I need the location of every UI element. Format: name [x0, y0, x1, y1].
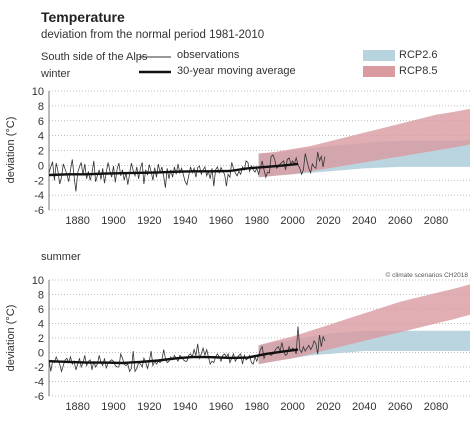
- x-tick-label: 1980: [245, 401, 269, 413]
- rcp85-band: [258, 108, 470, 178]
- x-tick-label: 2060: [388, 215, 412, 227]
- y-tick-label: 6: [38, 116, 44, 128]
- y-tick-label: 4: [38, 319, 44, 331]
- x-tick-label: 2020: [316, 401, 340, 413]
- y-tick-label: 6: [38, 304, 44, 316]
- y-tick-label: 2: [38, 333, 44, 345]
- y-axis-title: deviation (°C): [5, 117, 17, 184]
- legend-rcp85-swatch: [363, 66, 395, 77]
- x-tick-label: 1920: [137, 215, 161, 227]
- y-tick-label: 8: [38, 101, 44, 113]
- x-tick-label: 2060: [388, 401, 412, 413]
- winter-label: winter: [41, 68, 71, 80]
- x-tick-label: 1940: [173, 215, 197, 227]
- y-tick-label: -6: [34, 391, 44, 403]
- y-tick-label: -4: [34, 377, 44, 389]
- y-tick-label: 2: [38, 146, 44, 158]
- y-tick-label: -6: [34, 205, 44, 217]
- y-tick-label: 10: [32, 86, 44, 98]
- summer-panel: -6 -4 -2 0 2 4 6 8 10 deviation (°C) 1880 1900 1920 1…: [5, 275, 470, 413]
- x-tick-label: 1880: [65, 215, 89, 227]
- moving-average-series: [48, 162, 299, 177]
- summer-label: summer: [41, 251, 81, 263]
- x-tick-label: 1960: [209, 401, 233, 413]
- x-tick-label: 2000: [280, 215, 304, 227]
- region-label: South side of the Alps: [41, 51, 148, 63]
- legend-rcp26-label: RCP2.6: [399, 49, 438, 61]
- chart-title: Temperature: [41, 9, 125, 25]
- y-tick-label: 10: [32, 275, 44, 287]
- y-tick-label: -2: [34, 362, 44, 374]
- legend-observations-label: observations: [177, 49, 240, 61]
- x-tick-label: 2080: [424, 215, 448, 227]
- moving-average-series: [48, 348, 299, 365]
- legend-rcp85-label: RCP8.5: [399, 65, 438, 77]
- y-tick-label: -2: [34, 175, 44, 187]
- x-tick-label: 2020: [316, 215, 340, 227]
- x-tick-label: 2080: [424, 401, 448, 413]
- x-tick-label: 1960: [209, 215, 233, 227]
- x-tick-label: 1940: [173, 401, 197, 413]
- y-tick-label: 4: [38, 131, 44, 143]
- x-tick-label: 1900: [101, 401, 125, 413]
- x-tick-label: 2000: [280, 401, 304, 413]
- legend-rcp26-swatch: [363, 50, 395, 61]
- observations-series: [48, 326, 326, 373]
- x-tick-label: 2040: [352, 215, 376, 227]
- y-tick-label: 8: [38, 290, 44, 302]
- chart-subtitle: deviation from the normal period 1981-20…: [41, 29, 265, 41]
- y-tick-label: 0: [38, 160, 44, 172]
- y-axis-title: deviation (°C): [5, 305, 17, 372]
- x-tick-label: 1900: [101, 215, 125, 227]
- legend-moving-average-label: 30-year moving average: [177, 65, 296, 77]
- x-tick-label: 1980: [245, 215, 269, 227]
- rcp85-band: [258, 284, 470, 365]
- region-block: South side of the Alps winter: [41, 49, 147, 83]
- winter-panel: -6 -4 -2 0 2 4 6 8 10 deviation (°C) 1880 1900 1920 1…: [5, 86, 470, 227]
- credit-text: © climate scenarios CH2018: [385, 272, 468, 279]
- x-tick-label: 2040: [352, 401, 376, 413]
- x-tick-label: 1880: [65, 401, 89, 413]
- y-tick-label: -4: [34, 190, 44, 202]
- x-tick-label: 1920: [137, 401, 161, 413]
- y-tick-label: 0: [38, 348, 44, 360]
